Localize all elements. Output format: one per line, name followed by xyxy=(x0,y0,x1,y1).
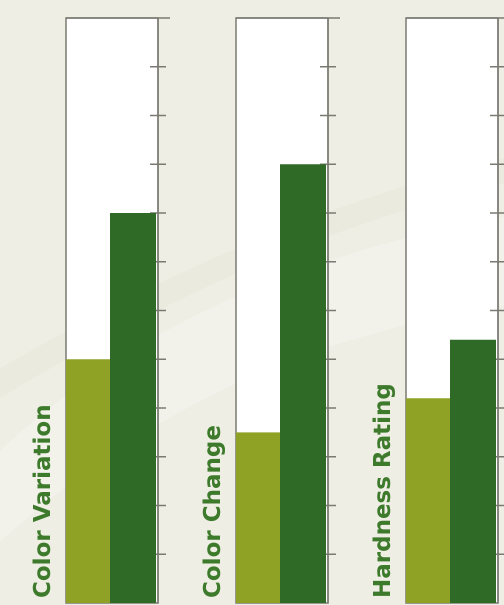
category-label-color-change: Color Change xyxy=(200,425,226,598)
bar-dark-hardness-rating xyxy=(450,339,496,603)
bar-light-hardness-rating xyxy=(406,398,450,603)
bar-light-color-change xyxy=(236,432,280,603)
bar-dark-color-change xyxy=(280,164,326,603)
bar-light-color-variation xyxy=(66,359,110,603)
category-label-hardness-rating: Hardness Rating xyxy=(370,383,396,598)
bar-dark-color-variation xyxy=(110,213,156,603)
category-label-color-variation: Color Variation xyxy=(30,404,56,598)
